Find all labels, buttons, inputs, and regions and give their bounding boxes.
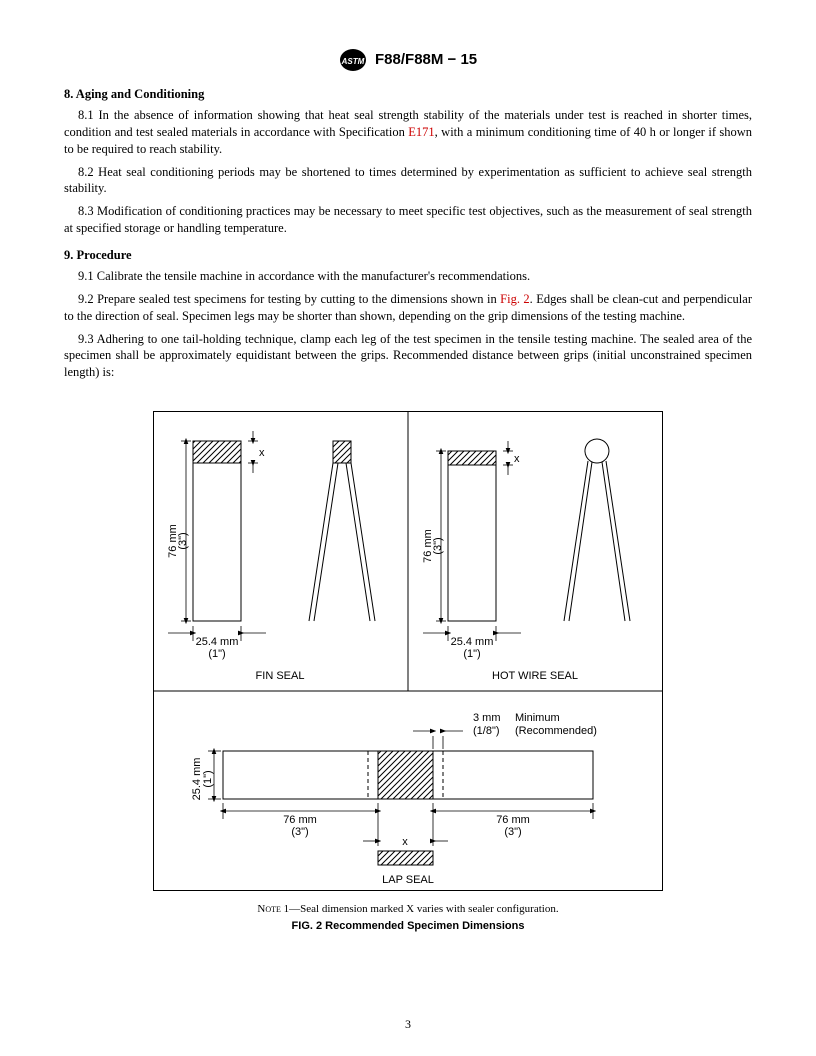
note-prefix: Note	[257, 903, 281, 915]
para-9-1: 9.1 Calibrate the tensile machine in acc…	[64, 268, 752, 285]
hot-wire-label: HOT WIRE SEAL	[492, 670, 578, 682]
figure-title: FIG. 2 Recommended Specimen Dimensions	[64, 919, 752, 934]
lap-seal-panel: 3 mm Minimum (1/8") (Recommended) 25.4 m…	[191, 712, 597, 886]
fin-seal-panel: x 76 mm (3") 25.4 mm (1")	[167, 431, 375, 682]
lap-min-lbl: Minimum	[515, 712, 560, 724]
section-9-title: 9. Procedure	[64, 247, 752, 264]
designation: F88/F88M − 15	[375, 51, 477, 68]
hot-w-mm: 25.4 mm	[451, 636, 494, 648]
para-8-3: 8.3 Modification of conditioning practic…	[64, 203, 752, 237]
figure-2: x 76 mm (3") 25.4 mm (1")	[64, 411, 752, 934]
hot-w-in: (1")	[463, 648, 480, 660]
lap-min-rec: (Recommended)	[515, 725, 597, 737]
lap-right-in: (3")	[504, 826, 521, 838]
lap-right-mm: 76 mm	[496, 814, 530, 826]
note-text: Seal dimension marked X varies with seal…	[300, 903, 558, 915]
figure-note: Note 1—Seal dimension marked X varies wi…	[64, 902, 752, 917]
lap-w-in: (1")	[202, 770, 214, 787]
fin-h-in: (3")	[177, 532, 189, 549]
para-8-1: 8.1 In the absence of information showin…	[64, 107, 752, 158]
lap-left-in: (3")	[291, 826, 308, 838]
fin-w-mm: 25.4 mm	[196, 636, 239, 648]
lap-min-in: (1/8")	[473, 725, 500, 737]
note-num: 1—	[281, 903, 300, 915]
lap-left-mm: 76 mm	[283, 814, 317, 826]
ref-fig2: Fig. 2	[500, 292, 530, 306]
page-number: 3	[0, 1016, 816, 1032]
page-header: ASTM F88/F88M − 15	[64, 48, 752, 72]
para-8-2: 8.2 Heat seal conditioning periods may b…	[64, 164, 752, 198]
para-9-3: 9.3 Adhering to one tail-holding techniq…	[64, 331, 752, 382]
para-9-2-a: 9.2 Prepare sealed test specimens for te…	[78, 292, 500, 306]
section-8-title: 8. Aging and Conditioning	[64, 86, 752, 103]
para-9-2: 9.2 Prepare sealed test specimens for te…	[64, 291, 752, 325]
lap-min-mm: 3 mm	[473, 712, 501, 724]
fin-x-label: x	[259, 447, 265, 459]
astm-logo-icon: ASTM	[339, 48, 367, 72]
ref-e171: E171	[408, 125, 434, 139]
fin-w-in: (1")	[208, 648, 225, 660]
svg-text:ASTM: ASTM	[341, 57, 365, 66]
lap-seal-label: LAP SEAL	[382, 874, 434, 886]
fin-seal-label: FIN SEAL	[256, 670, 305, 682]
hot-x-label: x	[514, 453, 520, 465]
hot-h-in: (3")	[432, 537, 444, 554]
lap-x-label: x	[402, 836, 408, 848]
specimen-diagram: x 76 mm (3") 25.4 mm (1")	[153, 411, 663, 891]
hot-wire-panel: x 76 mm (3") 25.4 mm (1")	[422, 439, 630, 682]
